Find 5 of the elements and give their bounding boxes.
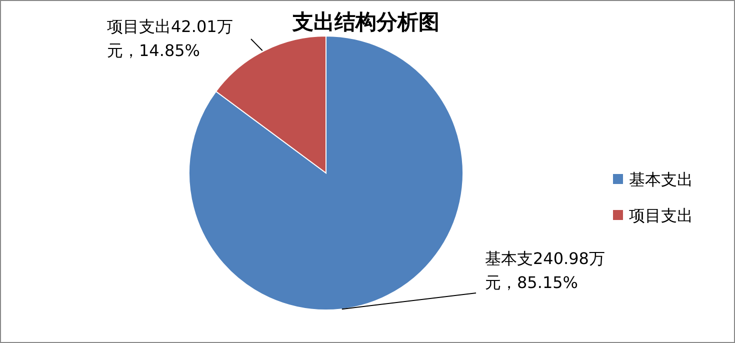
legend-label: 项目支出: [629, 206, 693, 225]
data-label: 基本支240.98万元，85.15%: [485, 248, 606, 294]
chart-title: 支出结构分析图: [292, 10, 440, 34]
data-label: 项目支出42.01万元，14.85%: [107, 16, 234, 62]
legend-label: 基本支出: [629, 170, 693, 189]
